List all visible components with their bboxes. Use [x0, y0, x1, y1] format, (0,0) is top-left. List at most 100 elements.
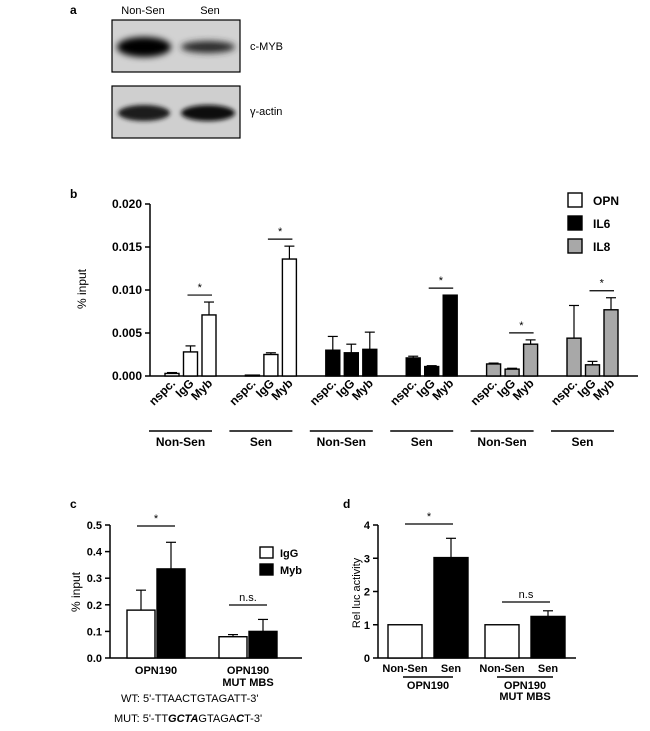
- panel-d-bar: [484, 624, 520, 659]
- panel-b-category-label: Myb: [188, 376, 215, 403]
- panel-d-bar: [433, 556, 469, 659]
- mut-sequence: MUT: 5'-TTGCTAGTAGACT-3': [114, 713, 262, 725]
- panel-c-ytick-label: 0.5: [87, 520, 102, 532]
- panel-d-bar: [530, 615, 566, 659]
- panel-c-bar: [218, 636, 248, 659]
- panel-b-category-label: Myb: [349, 376, 376, 403]
- panel-b-category-label: Myb: [269, 376, 296, 403]
- panel-c-legend-label: IgG: [280, 548, 298, 560]
- panel-b-bar: [522, 343, 539, 377]
- panel-b-bar: [405, 357, 421, 377]
- panel-d-category-label: Non-Sen: [479, 663, 525, 675]
- panel-b-group-label: Non-Sen: [156, 435, 205, 449]
- panel-b-bar: [603, 309, 619, 377]
- panel-c-bar: [248, 630, 278, 659]
- panel-b-ytick-label: 0.000: [112, 369, 142, 383]
- panel-b-bar: [442, 294, 458, 377]
- panel-d-category-label: Sen: [441, 663, 461, 675]
- panel-d-bars: [387, 537, 566, 659]
- panel-c-ylabel: % input: [69, 571, 83, 612]
- panel-b-bar: [263, 353, 279, 377]
- panel-c-ytick-label: 0.0: [87, 653, 102, 665]
- lane-label-sen: Sen: [200, 5, 220, 17]
- panel-b-labels: nspc.IgGMyb*Non-Sennspc.IgGMyb*Sennspc.I…: [146, 226, 617, 449]
- panel-b-bar: [201, 314, 217, 377]
- panel-b-bar: [566, 337, 582, 377]
- panel-d-category-label: Non-Sen: [382, 663, 428, 675]
- panel-d-letter: d: [343, 497, 350, 511]
- blot-label-cmyb: c-MYB: [250, 41, 283, 53]
- panel-c-category-label: MUT MBS: [222, 677, 273, 689]
- panel-b-bar: [164, 372, 180, 377]
- panel-b-legend: OPN IL6 IL8: [567, 192, 619, 254]
- panel-b-sig-label: *: [519, 320, 524, 332]
- panel-d-ytick-label: 4: [364, 520, 371, 532]
- panel-b-legend-label: IL8: [593, 240, 611, 254]
- panel-b-legend-swatch: [567, 192, 583, 208]
- panel-b-letter: b: [70, 187, 77, 201]
- panel-b-bar: [584, 364, 601, 377]
- blot-label-actin: γ-actin: [250, 106, 282, 118]
- panel-c-bars: [126, 541, 278, 659]
- panel-d-sig-label: n.s: [519, 589, 534, 601]
- panel-b-legend-label: IL6: [593, 217, 611, 231]
- panel-b-sig-label: *: [600, 278, 605, 290]
- panel-d-sig-label: *: [427, 511, 432, 523]
- panel-b-group-label: Non-Sen: [317, 435, 366, 449]
- panel-d-bar: [387, 624, 423, 659]
- panel-b-sig-label: *: [439, 275, 444, 287]
- panel-d-ytick-label: 1: [364, 620, 370, 632]
- band-actin-sen: [181, 105, 235, 121]
- panel-d-ytick-label: 0: [364, 653, 370, 665]
- panel-b-legend-label: OPN: [593, 194, 619, 208]
- panel-c-legend-swatch: [259, 563, 274, 576]
- panel-b-group-label: Sen: [411, 435, 433, 449]
- panel-c-sig-label: n.s.: [239, 592, 257, 604]
- panel-b-sig-label: *: [198, 282, 203, 294]
- panel-b-bar: [362, 348, 378, 377]
- panel-c-legend-swatch: [259, 546, 274, 559]
- panel-b-bar: [325, 349, 341, 377]
- wt-sequence: WT: 5'-TTAACTGTAGATT-3': [121, 693, 258, 705]
- panel-b-sig-label: *: [278, 226, 283, 238]
- panel-b-legend-swatch: [567, 215, 583, 231]
- panel-b-bar: [281, 258, 298, 377]
- band-actin-nonsen: [118, 105, 170, 121]
- panel-b-group-label: Sen: [571, 435, 593, 449]
- panel-c-category-label: OPN190: [227, 665, 269, 677]
- panel-b-bar: [485, 363, 502, 377]
- panel-b-bar: [424, 365, 440, 377]
- panel-d-ytick-label: 3: [364, 553, 370, 565]
- panel-b-bar: [244, 374, 261, 377]
- lane-label-nonsen: Non-Sen: [121, 5, 164, 17]
- panel-b-ytick-label: 0.005: [112, 326, 142, 340]
- panel-c-ytick-label: 0.2: [87, 600, 102, 612]
- band-cmyb-sen: [181, 41, 235, 53]
- panel-a-letter: a: [70, 3, 77, 17]
- band-cmyb-nonsen: [117, 37, 171, 57]
- panel-b-category-label: Myb: [590, 376, 617, 403]
- panel-c-bar: [126, 609, 156, 659]
- panel-b-bar: [182, 351, 199, 377]
- panel-a: a Non-Sen Sen c-MYB γ-actin: [70, 3, 283, 139]
- blot-cmyb-bands: [117, 37, 235, 57]
- panel-c-letter: c: [70, 497, 77, 511]
- panel-b-group-label: Sen: [250, 435, 272, 449]
- panel-c-legend: IgG Myb: [259, 546, 302, 577]
- panel-b-bars: [164, 245, 619, 377]
- panel-b-ylabel: % input: [75, 268, 89, 309]
- panel-b-legend-swatch: [567, 238, 583, 254]
- panel-b-ytick-label: 0.015: [112, 240, 142, 254]
- panel-b-bar: [343, 352, 359, 377]
- panel-b-category-label: Myb: [510, 376, 537, 403]
- panel-c-legend-label: Myb: [280, 565, 302, 577]
- panel-b-ytick-label: 0.010: [112, 283, 142, 297]
- panel-b-group-label: Non-Sen: [477, 435, 526, 449]
- panel-b-axes: 0.000 0.005 0.010 0.015 0.020: [112, 197, 638, 383]
- panel-c: c % input 0.0 0.1 0.2 0.3 0.4 0.5 OPN190 OPN19…: [69, 497, 302, 725]
- panel-c-sig-label: *: [154, 513, 159, 525]
